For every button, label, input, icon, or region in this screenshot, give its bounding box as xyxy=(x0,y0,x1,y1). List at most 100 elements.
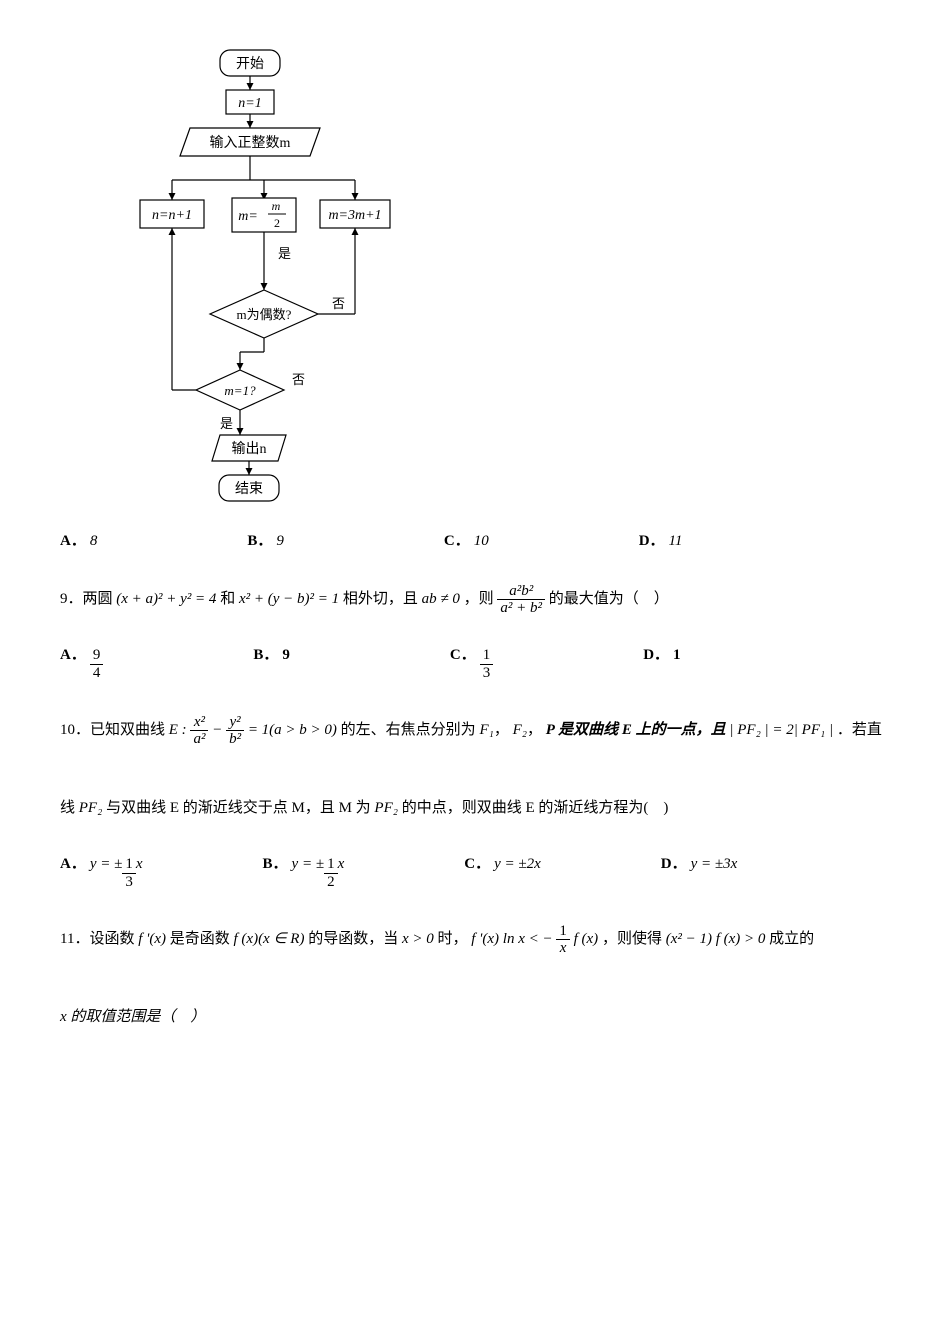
q10-E: E : xyxy=(169,722,187,738)
q10-num1: x² xyxy=(190,714,208,732)
q9-frac: a²b² a² + b² xyxy=(497,583,545,617)
q8-opt-b-label: B． xyxy=(247,529,272,550)
q9-frac-num: a²b² xyxy=(497,583,545,601)
q10-frac1: x² a² xyxy=(190,714,208,748)
q10-minus: − xyxy=(212,722,226,738)
q9-circle2: x² + (y − b)² = 1 xyxy=(239,591,339,607)
q9-opt-c-num: 1 xyxy=(480,647,494,665)
q10-opt-d-label: D． xyxy=(661,852,687,873)
q10-den1: a² xyxy=(190,731,208,748)
node-m3m1-label: m=3m+1 xyxy=(328,208,381,223)
q9-mid3: ，则 xyxy=(464,591,494,607)
q9-opt-a-frac: 9 4 xyxy=(90,647,104,681)
node-inputm-label: 输入正整数m xyxy=(210,135,291,151)
q10-PF2b: PF₂ xyxy=(374,800,398,816)
q8-opt-d-label: D． xyxy=(639,529,665,550)
q10-F2: F₂ xyxy=(513,722,527,738)
q9-opt-b: 9 xyxy=(282,647,290,664)
q11-prefix: 11．设函数 xyxy=(60,931,134,947)
q9-opt-a-label: A． xyxy=(60,643,86,664)
q10: 10．已知双曲线 E : x² a² − y² b² = 1(a > b > 0… xyxy=(60,711,890,828)
q10-opt-a-label: A． xyxy=(60,852,86,873)
q8-opt-a: 8 xyxy=(90,533,98,550)
q9-opt-d-label: D． xyxy=(643,643,669,664)
node-start-label: 开始 xyxy=(236,56,264,72)
q10-mid1: 的左、右焦点分别为 xyxy=(341,722,476,738)
flowchart: 开始 n=1 输入正整数m n=n+1 m= m 2 m=3m+1 是 m为偶数… xyxy=(120,40,890,515)
node-outn-label: 输出n xyxy=(232,441,267,457)
q9-circle1: (x + a)² + y² = 4 xyxy=(116,591,216,607)
node-meven-label: m为偶数? xyxy=(237,307,292,322)
q10-opt-b-den: 2 xyxy=(324,874,338,891)
q9-mid1: 和 xyxy=(220,591,235,607)
q10-opt-a-post: x xyxy=(136,856,143,873)
q10-Ptext: P 是双曲线 E 上的一点，且 xyxy=(546,722,726,738)
q10-c1: ， xyxy=(494,722,509,738)
q8-opt-d: 11 xyxy=(669,533,683,550)
node-np1-label: n=n+1 xyxy=(152,208,192,223)
q10-opt-c: y = ±2x xyxy=(494,856,541,873)
q10-line2c: 的中点，则双曲线 E 的渐近线方程为( ) xyxy=(402,800,669,816)
q10-opt-b-post: x xyxy=(338,856,345,873)
q11-fx: f (x)(x ∈ R) xyxy=(234,931,305,947)
q10-options: A． y = ± 1 3 x B． y = ± 1 2 x C．y = ±2x … xyxy=(60,852,890,890)
q9-opt-c-label: C． xyxy=(450,643,476,664)
q11-ineq-num: 1 xyxy=(556,923,570,941)
q9-opt-d: 1 xyxy=(673,647,681,664)
q11-ineq-lhs: f '(x) ln x < − xyxy=(471,931,552,947)
q10-opt-a-frac: 1 3 xyxy=(122,856,136,890)
q8-options: A．8 B．9 C．10 D．11 xyxy=(60,529,890,550)
q11-tail: 成立的 xyxy=(769,931,814,947)
q10-opt-a-pre: y = ± xyxy=(90,856,123,873)
q8-opt-b: 9 xyxy=(276,533,284,550)
edge-no2: 否 xyxy=(292,372,305,387)
q11-mid3: 时， xyxy=(438,931,468,947)
q9-frac-den: a² + b² xyxy=(497,600,545,617)
q10-opt-a-num: 1 xyxy=(122,856,136,874)
q10-opt-b-frac: 1 2 xyxy=(324,856,338,890)
q10-distrel: | PF₂ | = 2| PF₁ | xyxy=(729,722,833,738)
q9-opt-b-label: B． xyxy=(253,643,278,664)
q8-opt-a-label: A． xyxy=(60,529,86,550)
q11-ineq-rhs: f (x) xyxy=(574,931,599,947)
q10-prefix: 10．已知双曲线 xyxy=(60,722,165,738)
q10-opt-a-den: 3 xyxy=(122,874,136,891)
q11: 11．设函数 f '(x) 是奇函数 f (x)(x ∈ R) 的导函数，当 x… xyxy=(60,920,890,1037)
q9-options: A． 9 4 B．9 C． 1 3 D．1 xyxy=(60,643,890,681)
q11-ineq-den: x xyxy=(556,940,570,957)
node-mhalf-m: m= xyxy=(238,209,258,224)
q9-opt-c-den: 3 xyxy=(480,665,494,682)
q9-cond: ab ≠ 0 xyxy=(422,591,460,607)
q10-eqtail: = 1(a > b > 0) xyxy=(248,722,337,738)
q10-line2b: 与双曲线 E 的渐近线交于点 M，且 M 为 xyxy=(106,800,371,816)
q9-tail: 的最大值为（ ） xyxy=(549,591,669,607)
q9-opt-c-frac: 1 3 xyxy=(480,647,494,681)
q11-mid1: 是奇函数 xyxy=(170,931,230,947)
q11-fp: f '(x) xyxy=(138,931,166,947)
q9-opt-a-num: 9 xyxy=(90,647,104,665)
q8-opt-c-label: C． xyxy=(444,529,470,550)
q11-ineq-frac: 1 x xyxy=(556,923,570,957)
q9: 9．两圆 (x + a)² + y² = 4 和 x² + (y − b)² =… xyxy=(60,580,890,619)
q10-opt-b-num: 1 xyxy=(324,856,338,874)
edge-yes1: 是 xyxy=(278,246,291,261)
q10-frac2: y² b² xyxy=(226,714,244,748)
q11-cond: (x² − 1) f (x) > 0 xyxy=(666,931,766,947)
q11-xgt0: x > 0 xyxy=(402,931,434,947)
node-m1-label: m=1? xyxy=(224,383,256,398)
q10-num2: y² xyxy=(226,714,244,732)
q10-den2: b² xyxy=(226,731,244,748)
q8-opt-c: 10 xyxy=(474,533,489,550)
q10-period: ．若直 xyxy=(837,722,882,738)
edge-yes2: 是 xyxy=(220,416,233,431)
node-mhalf-num: m xyxy=(272,199,281,213)
node-mhalf-den: 2 xyxy=(274,216,280,230)
node-end-label: 结束 xyxy=(235,481,263,497)
q9-prefix: 9．两圆 xyxy=(60,591,113,607)
q10-line2a: 线 xyxy=(60,800,75,816)
q10-c2: ， xyxy=(527,722,542,738)
node-n1-label: n=1 xyxy=(238,96,261,111)
q9-mid2: 相外切，且 xyxy=(343,591,418,607)
q11-line2: x 的取值范围是（ ） xyxy=(60,1009,205,1025)
flowchart-svg: 开始 n=1 输入正整数m n=n+1 m= m 2 m=3m+1 是 m为偶数… xyxy=(120,40,420,510)
